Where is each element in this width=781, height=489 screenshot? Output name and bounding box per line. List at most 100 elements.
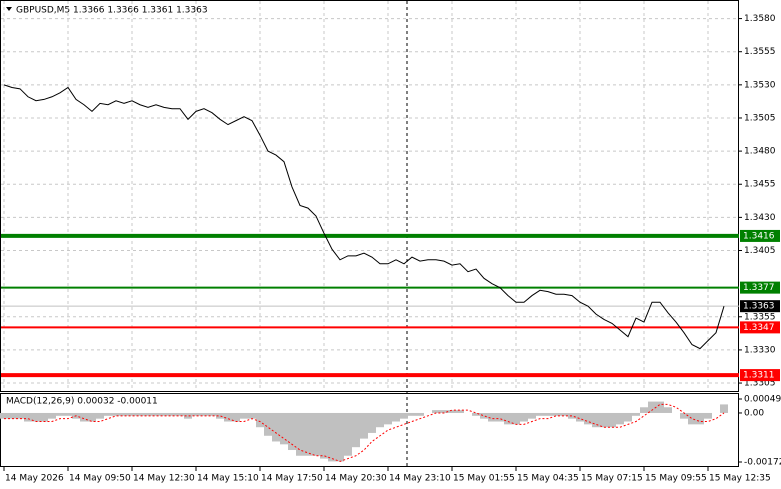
macd-bar <box>288 412 296 451</box>
macd-bar <box>704 412 712 419</box>
macd-bar <box>432 410 440 413</box>
macd-bar <box>176 412 184 416</box>
y-tick-label: 1.3555 <box>744 47 776 57</box>
macd-bar <box>328 412 336 462</box>
y-tick-label: 0.00 <box>744 408 764 418</box>
macd-bar <box>632 412 640 416</box>
macd-bar <box>232 412 240 422</box>
macd-bar <box>40 412 48 422</box>
macd-bar <box>440 410 448 413</box>
macd-bar <box>96 412 104 419</box>
macd-bar <box>696 412 704 425</box>
macd-bar <box>552 412 560 416</box>
macd-bar <box>400 412 408 419</box>
x-tick-label: 14 May 2026 <box>5 474 64 484</box>
macd-bar <box>104 412 112 416</box>
macd-title: MACD(12,26,9) 0.00032 -0.00011 <box>6 397 158 407</box>
macd-bar <box>592 412 600 428</box>
macd-bar <box>160 412 168 416</box>
macd-bar <box>144 412 152 416</box>
macd-bar <box>336 412 344 462</box>
level-label-bg <box>740 229 780 242</box>
x-tick-label: 15 May 07:15 <box>581 474 643 484</box>
x-tick-label: 14 May 20:30 <box>325 474 387 484</box>
macd-bar <box>616 412 624 425</box>
macd-bar <box>504 412 512 425</box>
macd-bar <box>280 412 288 445</box>
y-tick-label: 1.3505 <box>744 113 776 123</box>
level-label: 1.3311 <box>743 371 775 381</box>
chart-title: GBPUSD,M5 1.3366 1.3366 1.3361 1.3363 <box>16 6 208 16</box>
x-tick-label: 15 May 01:55 <box>453 474 515 484</box>
y-tick-label: 0.00049 <box>744 395 781 405</box>
macd-bar <box>648 401 656 413</box>
macd-bar <box>24 412 32 422</box>
macd-bar <box>48 412 56 419</box>
macd-bar <box>184 412 192 419</box>
macd-bar <box>488 412 496 422</box>
macd-bar <box>480 412 488 419</box>
macd-bar <box>544 412 552 416</box>
macd-bar <box>320 412 328 459</box>
macd-bar <box>192 412 200 416</box>
x-tick-label: 14 May 23:10 <box>389 474 451 484</box>
y-tick-label: 1.3480 <box>744 147 776 157</box>
macd-bar <box>352 412 360 448</box>
macd-bar <box>528 412 536 419</box>
macd-bar <box>392 412 400 422</box>
y-tick-label: 1.3430 <box>744 213 776 223</box>
macd-bar <box>560 412 568 416</box>
y-tick-label: 1.3455 <box>744 180 776 190</box>
macd-bar <box>32 412 40 422</box>
level-label-bg <box>740 369 780 382</box>
x-tick-label: 14 May 12:30 <box>133 474 195 484</box>
macd-bar <box>664 407 672 413</box>
macd-bar <box>520 412 528 422</box>
macd-bar <box>136 412 144 416</box>
macd-bar <box>80 412 88 422</box>
macd-bar <box>448 410 456 413</box>
macd-bar <box>624 412 632 422</box>
level-label-bg <box>740 321 780 334</box>
macd-bar <box>496 412 504 422</box>
macd-bar <box>368 412 376 433</box>
level-label: 1.3377 <box>743 283 775 293</box>
y-tick-label: 1.3330 <box>744 345 776 355</box>
macd-bar <box>224 412 232 422</box>
macd-bar <box>112 412 120 416</box>
macd-bar <box>8 412 16 419</box>
macd-bar <box>584 412 592 425</box>
macd-bar <box>128 412 136 416</box>
x-tick-label: 15 May 04:35 <box>517 474 579 484</box>
macd-bar <box>720 404 728 413</box>
macd-bar <box>472 412 480 416</box>
menu-arrow[interactable] <box>6 7 12 11</box>
price-line <box>3 84 725 350</box>
macd-bar <box>208 412 216 416</box>
macd-bar <box>168 412 176 416</box>
macd-bar <box>688 412 696 425</box>
macd-bar <box>608 412 616 428</box>
current-price-bg <box>740 300 780 313</box>
macd-bar <box>264 412 272 436</box>
y-tick-label: 1.3580 <box>744 14 776 24</box>
y-tick-label: 1.3405 <box>744 246 776 256</box>
y-tick-label: 1.3305 <box>744 379 776 389</box>
y-tick-label: -0.00172 <box>744 458 781 468</box>
level-label: 1.3416 <box>743 231 775 241</box>
macd-pane <box>0 393 739 467</box>
macd-bar <box>200 412 208 416</box>
macd-bar <box>64 412 72 416</box>
level-label: 1.3347 <box>743 323 775 333</box>
macd-bar <box>456 410 464 413</box>
x-tick-label: 14 May 15:10 <box>197 474 259 484</box>
x-tick-label: 14 May 17:50 <box>261 474 323 484</box>
macd-bar <box>376 412 384 428</box>
macd-bar <box>656 401 664 413</box>
x-tick-label: 14 May 09:50 <box>69 474 131 484</box>
macd-bar <box>384 412 392 425</box>
macd-bar <box>600 412 608 428</box>
signal-line <box>4 403 725 462</box>
macd-bar <box>568 412 576 419</box>
